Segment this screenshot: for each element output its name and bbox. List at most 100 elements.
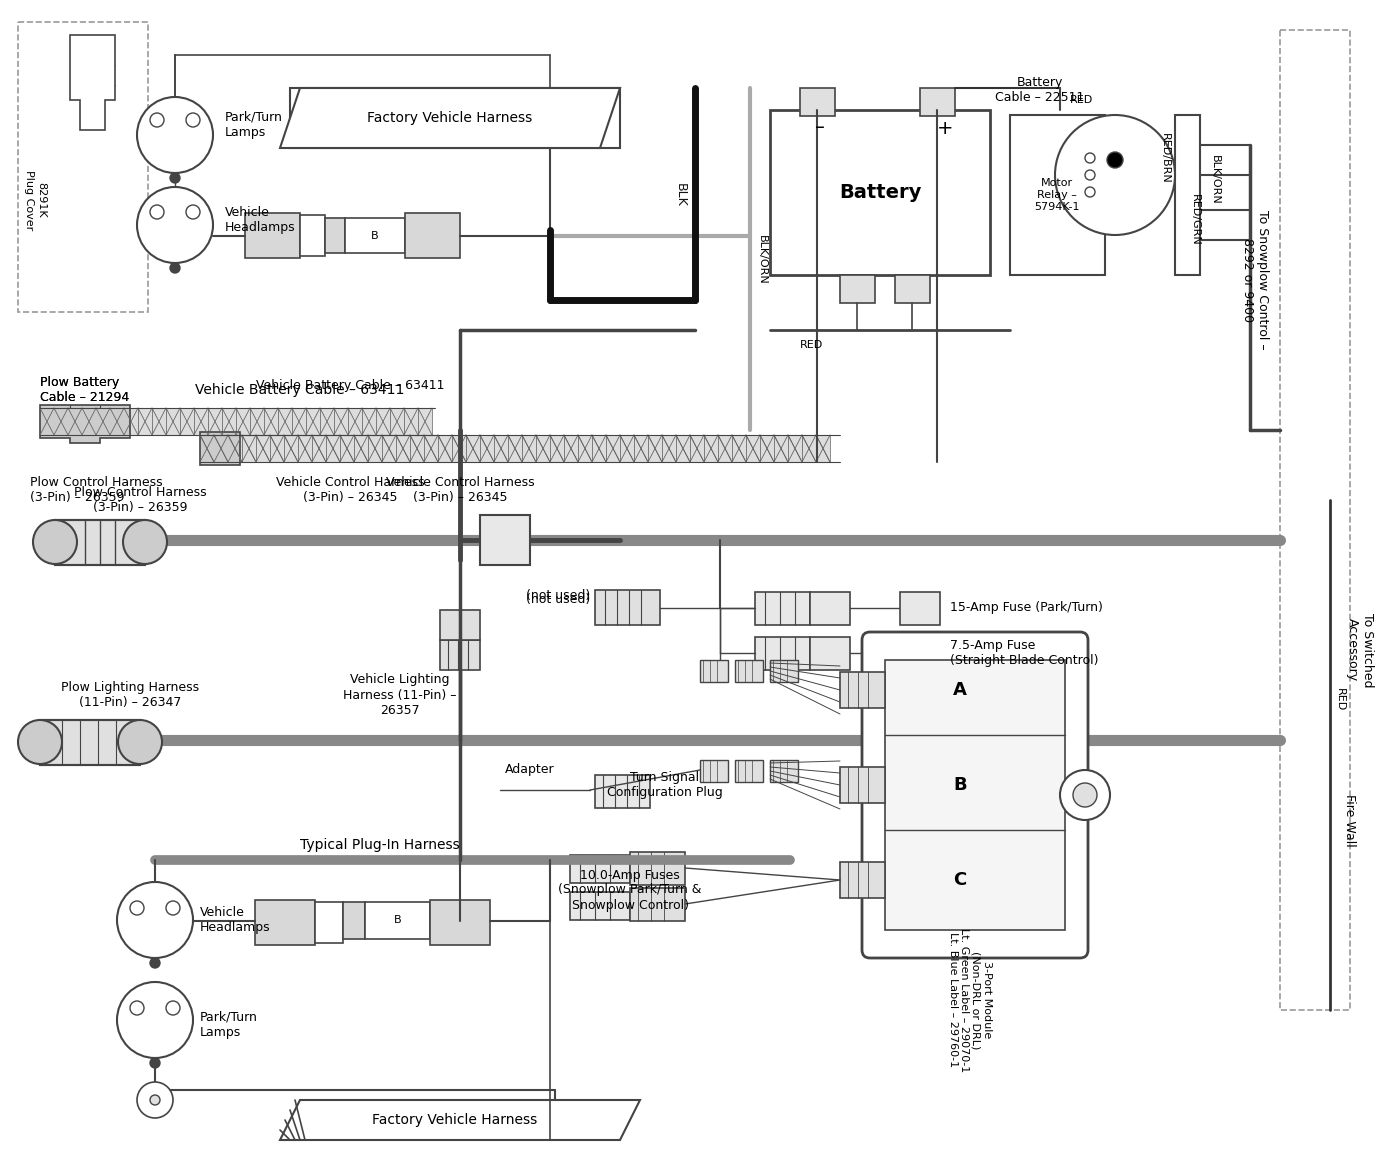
Text: C: C [953,871,966,889]
Polygon shape [419,408,433,435]
Bar [595,775,650,808]
Bar [595,590,659,624]
Polygon shape [200,435,214,462]
Circle shape [1085,187,1095,197]
Circle shape [137,97,213,172]
Text: Factory Vehicle Harness: Factory Vehicle Harness [367,112,532,125]
Polygon shape [634,435,648,462]
Bar [1175,115,1200,275]
Text: RED: RED [1336,689,1345,712]
Text: A: A [953,681,967,699]
Polygon shape [494,435,508,462]
Polygon shape [265,408,279,435]
Bar [405,213,461,258]
Polygon shape [139,408,153,435]
Bar [55,520,146,565]
Circle shape [1085,153,1095,163]
Text: RED: RED [1070,95,1093,105]
Bar [1009,115,1105,275]
Bar [570,854,630,883]
Polygon shape [578,435,592,462]
Polygon shape [270,435,284,462]
Circle shape [137,1082,174,1118]
Bar [55,520,146,565]
FancyBboxPatch shape [862,632,1088,958]
Circle shape [169,172,181,183]
Bar [840,862,885,898]
Text: RED: RED [799,340,823,350]
Text: Fire Wall: Fire Wall [1344,793,1357,846]
Polygon shape [592,435,606,462]
Bar [811,592,850,624]
Circle shape [118,982,193,1058]
Polygon shape [391,408,405,435]
Text: Plow Battery
Cable – 21294: Plow Battery Cable – 21294 [41,376,129,404]
Text: Plow Battery
Cable – 21294: Plow Battery Cable – 21294 [41,376,129,404]
Text: +: + [937,118,953,138]
Polygon shape [83,408,97,435]
Circle shape [1060,770,1110,820]
Bar [344,218,405,253]
Polygon shape [354,435,368,462]
Bar [300,215,325,256]
Text: 3-Port Module
(Non-DRL or DRL)
Lt. Green Label – 29070-1
Lt. Blue Label – 29760-: 3-Port Module (Non-DRL or DRL) Lt. Green… [948,928,993,1072]
Polygon shape [648,435,662,462]
Polygon shape [223,408,237,435]
Polygon shape [405,408,419,435]
Circle shape [150,1058,160,1068]
Polygon shape [396,435,410,462]
Circle shape [34,520,77,564]
Circle shape [169,263,181,273]
Text: Motor
Relay –
5794K-1: Motor Relay – 5794K-1 [1035,178,1079,212]
Text: Vehicle Battery Cable – 63411: Vehicle Battery Cable – 63411 [256,378,444,391]
Polygon shape [382,435,396,462]
Circle shape [137,187,213,263]
Text: RED/BRN: RED/BRN [1161,132,1170,183]
Polygon shape [335,408,349,435]
Polygon shape [286,89,315,148]
Bar [365,902,430,940]
Polygon shape [363,408,377,435]
Polygon shape [290,89,321,148]
Polygon shape [774,435,788,462]
Bar [343,902,365,940]
Bar [18,22,148,312]
Text: B: B [395,915,402,925]
Text: BLK/ORN: BLK/ORN [757,235,767,285]
Bar [630,852,685,886]
Text: B: B [371,231,379,241]
Bar [840,767,885,803]
Bar [755,592,811,624]
Text: Vehicle Battery Cable – 63411: Vehicle Battery Cable – 63411 [196,383,405,397]
Text: Vehicle Control Harness
(3-Pin) – 26345: Vehicle Control Harness (3-Pin) – 26345 [276,476,424,504]
Circle shape [18,720,62,764]
Text: Vehicle Control Harness
(3-Pin) – 26345: Vehicle Control Harness (3-Pin) – 26345 [385,476,535,504]
Text: Factory Vehicle Harness: Factory Vehicle Harness [372,1113,538,1127]
Circle shape [150,1095,160,1105]
Polygon shape [293,408,307,435]
Bar [920,89,955,116]
Polygon shape [312,435,326,462]
Bar [290,89,620,148]
Bar [799,89,834,116]
Circle shape [1107,152,1123,168]
Bar [1280,30,1350,1010]
Polygon shape [326,435,340,462]
Bar [245,213,300,258]
Polygon shape [802,435,816,462]
Polygon shape [280,89,620,148]
Circle shape [167,1000,181,1015]
Polygon shape [242,435,256,462]
Polygon shape [200,432,239,465]
Polygon shape [620,435,634,462]
Polygon shape [480,435,494,462]
Bar [325,218,344,253]
Bar [900,637,939,670]
Text: Park/Turn
Lamps: Park/Turn Lamps [225,112,283,139]
Circle shape [1085,170,1095,181]
Bar [840,672,885,708]
Polygon shape [746,435,760,462]
Polygon shape [321,408,335,435]
Circle shape [130,1000,144,1015]
Circle shape [118,720,162,764]
